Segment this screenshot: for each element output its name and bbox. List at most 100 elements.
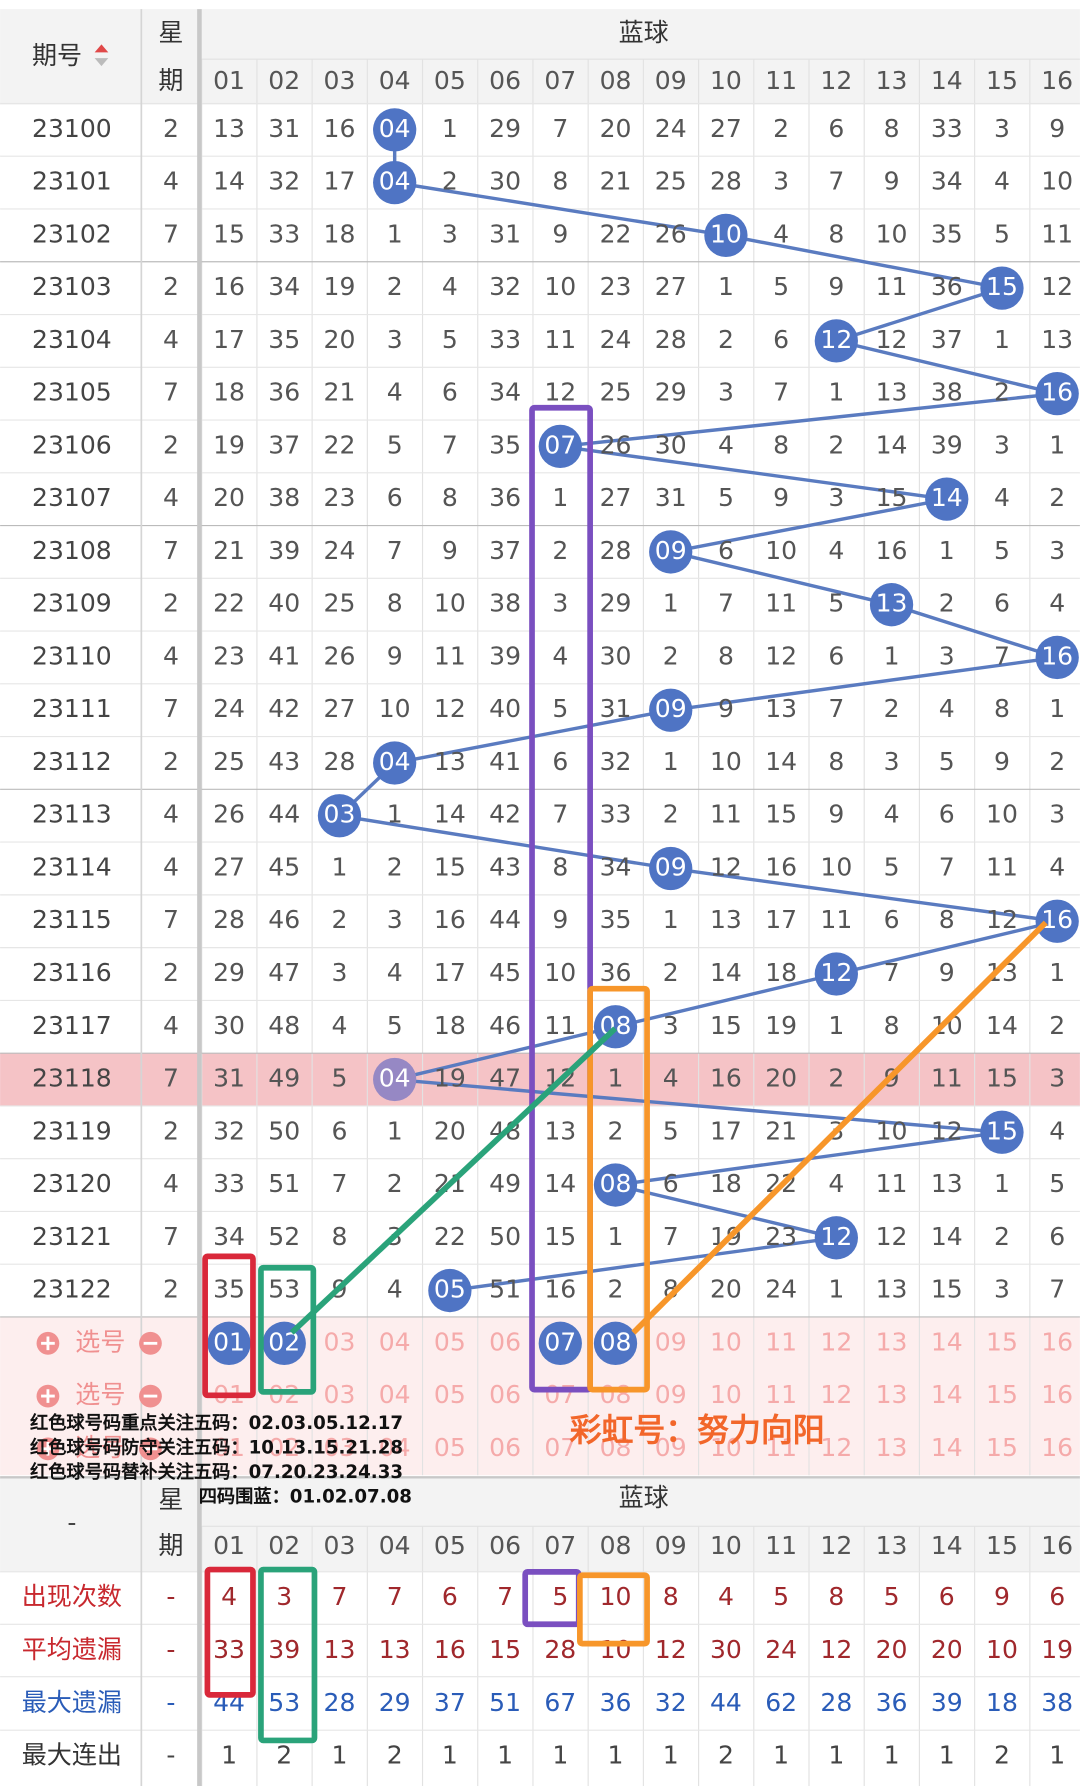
select-number[interactable]: 03 (324, 1433, 356, 1462)
select-label[interactable]: 选号 (75, 1380, 125, 1409)
stat-value: 4 (221, 1582, 237, 1611)
select-number[interactable]: 04 (379, 1433, 411, 1462)
select-number[interactable]: 09 (655, 1433, 687, 1462)
column-number: 06 (489, 66, 521, 95)
stat-value: 28 (820, 1688, 852, 1717)
select-number[interactable]: 09 (655, 1327, 687, 1356)
select-number[interactable]: 10 (710, 1433, 742, 1462)
select-number[interactable]: 16 (1041, 1380, 1073, 1409)
select-number[interactable]: 15 (986, 1433, 1018, 1462)
select-number[interactable]: 14 (931, 1433, 963, 1462)
select-number[interactable]: 13 (876, 1327, 908, 1356)
select-number[interactable]: 12 (820, 1327, 852, 1356)
cell-number: 2 (1049, 1011, 1065, 1040)
select-number[interactable]: 14 (931, 1380, 963, 1409)
stat-value: 12 (820, 1635, 852, 1664)
select-number[interactable]: 15 (986, 1327, 1018, 1356)
cell-number: 1 (939, 536, 955, 565)
cell-number: 10 (544, 958, 576, 987)
select-number[interactable]: 04 (379, 1380, 411, 1409)
select-number[interactable]: 03 (324, 1380, 356, 1409)
cell-number: 5 (552, 694, 568, 723)
cell-number: 29 (600, 589, 632, 618)
cell-number: 15 (876, 483, 908, 512)
select-number[interactable]: 08 (600, 1380, 632, 1409)
cell-number: 29 (213, 958, 245, 987)
column-number: 05 (434, 66, 466, 95)
select-number[interactable]: 16 (1041, 1433, 1073, 1462)
cell-number: 3 (994, 1275, 1010, 1304)
cell-number: 30 (600, 641, 632, 670)
ball[interactable] (593, 1321, 638, 1365)
select-number[interactable]: 12 (820, 1433, 852, 1462)
select-number[interactable]: 07 (544, 1433, 576, 1462)
stat-value: 2 (994, 1741, 1010, 1770)
cell-number: 10 (986, 800, 1018, 829)
cell-number: 33 (489, 325, 521, 354)
select-number[interactable]: 09 (655, 1380, 687, 1409)
blue-header: 蓝球 (619, 18, 669, 47)
select-number[interactable]: 03 (324, 1327, 356, 1356)
cell-number: 7 (994, 641, 1010, 670)
select-number[interactable]: 16 (1041, 1327, 1073, 1356)
cell-number: 1 (663, 589, 679, 618)
cell-number: 12 (876, 1222, 908, 1251)
select-label[interactable]: 选号 (75, 1433, 125, 1462)
weekday: 4 (163, 483, 179, 512)
select-number[interactable]: 10 (710, 1380, 742, 1409)
select-number[interactable]: 08 (600, 1433, 632, 1462)
weekday: 2 (163, 430, 179, 459)
weekday: 2 (163, 272, 179, 301)
select-number[interactable]: 11 (765, 1327, 797, 1356)
cell-number: 4 (663, 1064, 679, 1093)
cell-number: 2 (663, 958, 679, 987)
cell-number: 18 (765, 958, 797, 987)
select-number[interactable]: 07 (544, 1380, 576, 1409)
select-number[interactable]: 06 (489, 1433, 521, 1462)
cell-number: 13 (213, 114, 245, 143)
cell-number: 4 (552, 641, 568, 670)
cell-number: 14 (876, 430, 908, 459)
select-number[interactable]: 13 (876, 1433, 908, 1462)
cell-number: 52 (268, 1222, 300, 1251)
select-number[interactable]: 06 (489, 1380, 521, 1409)
select-number[interactable]: 10 (710, 1327, 742, 1356)
stat-value: 10 (600, 1635, 632, 1664)
cell-number: 3 (994, 114, 1010, 143)
select-number[interactable]: 14 (931, 1327, 963, 1356)
select-number[interactable]: 01 (213, 1433, 245, 1462)
select-number[interactable]: 12 (820, 1380, 852, 1409)
cell-number: 36 (931, 272, 963, 301)
ball-number[interactable]: 01 (213, 1327, 245, 1356)
cell-number: 12 (931, 1116, 963, 1145)
ball[interactable] (207, 1321, 251, 1365)
select-number[interactable]: 02 (268, 1433, 300, 1462)
select-number[interactable]: 05 (434, 1433, 466, 1462)
cell-number: 1 (608, 1222, 624, 1251)
cell-number: 28 (710, 167, 742, 196)
select-number[interactable]: 05 (434, 1327, 466, 1356)
ball-number[interactable]: 08 (600, 1327, 632, 1356)
cell-number: 10 (544, 272, 576, 301)
cell-number: 33 (600, 800, 632, 829)
cell-number: 3 (1049, 800, 1065, 829)
cell-number: 18 (213, 378, 245, 407)
select-number[interactable]: 13 (876, 1380, 908, 1409)
sort-up (94, 44, 109, 53)
ball[interactable] (538, 1321, 582, 1365)
select-number[interactable]: 15 (986, 1380, 1018, 1409)
select-number[interactable]: 06 (489, 1327, 521, 1356)
select-number[interactable]: 11 (765, 1380, 797, 1409)
select-number[interactable]: 05 (434, 1380, 466, 1409)
cell-number: 1 (994, 1169, 1010, 1198)
select-number[interactable]: 04 (379, 1327, 411, 1356)
cell-number: 4 (442, 272, 458, 301)
select-number[interactable]: 11 (765, 1433, 797, 1462)
cell-number: 6 (1049, 1222, 1065, 1251)
cell-number: 42 (489, 800, 521, 829)
cell-number: 20 (710, 1275, 742, 1304)
ball-number[interactable]: 07 (544, 1327, 576, 1356)
select-label[interactable]: 选号 (75, 1327, 125, 1356)
cell-number: 39 (268, 536, 300, 565)
cell-number: 8 (331, 1222, 347, 1251)
